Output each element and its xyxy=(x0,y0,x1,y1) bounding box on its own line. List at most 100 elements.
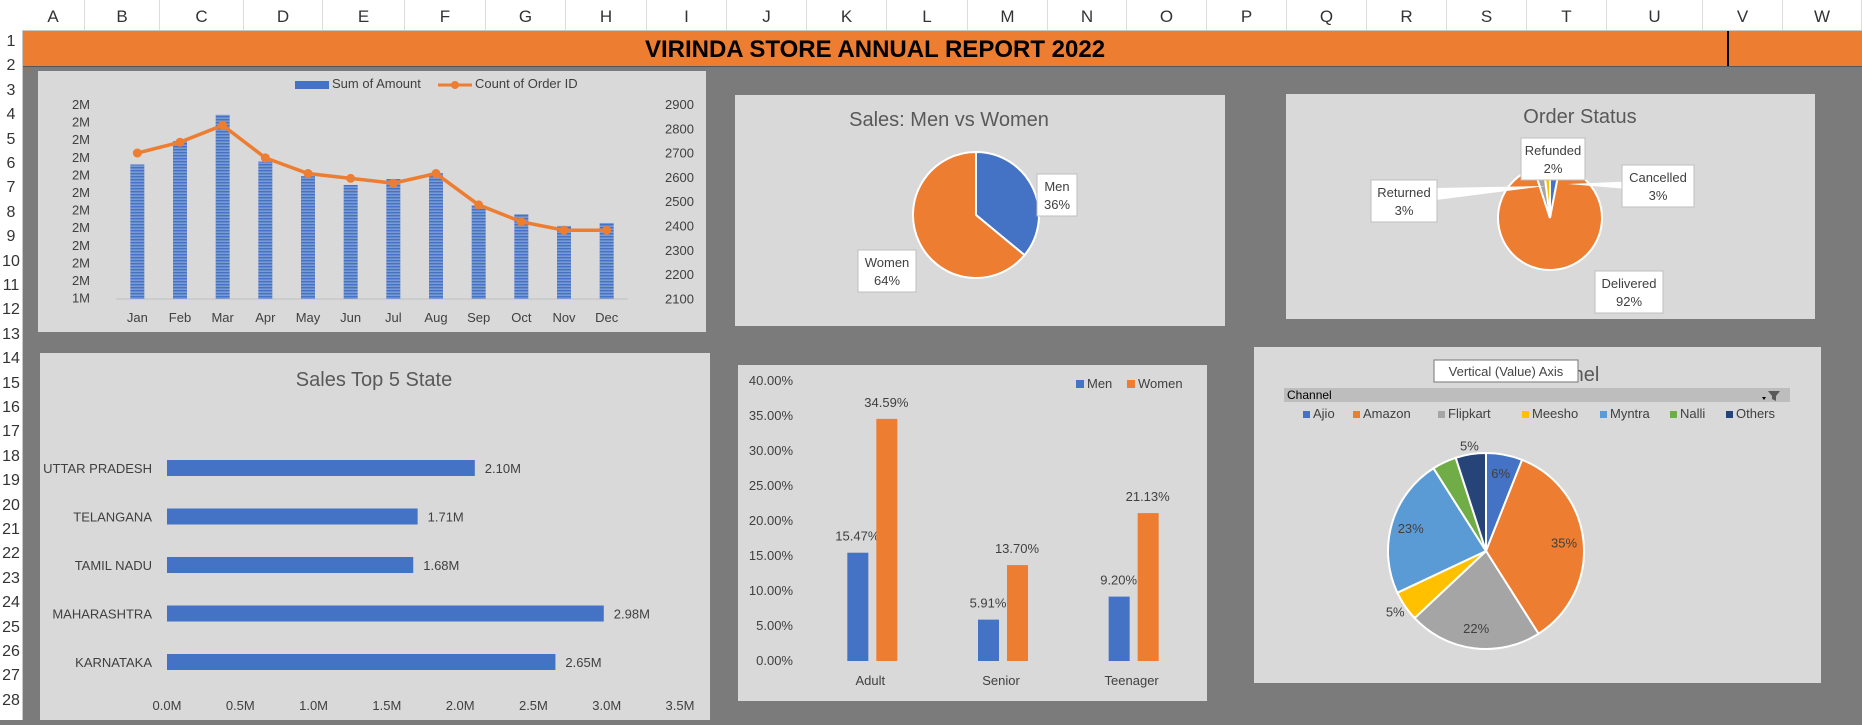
bar-adult-men[interactable] xyxy=(847,552,869,661)
column-header-a[interactable]: A xyxy=(22,0,85,30)
row-header-20[interactable]: 20 xyxy=(2,496,20,514)
column-header-b[interactable]: B xyxy=(85,0,160,30)
orders-point-jun[interactable] xyxy=(346,173,356,183)
column-header-t[interactable]: T xyxy=(1527,0,1607,30)
row-header-15[interactable]: 15 xyxy=(2,374,20,392)
row-header-5[interactable]: 5 xyxy=(6,130,16,148)
row-header-26[interactable]: 26 xyxy=(2,643,20,660)
column-header-r[interactable]: R xyxy=(1367,0,1447,30)
row-header-6[interactable]: 6 xyxy=(6,155,16,172)
orders-point-sep[interactable] xyxy=(474,200,484,210)
pie-slice-flipkart[interactable] xyxy=(1413,549,1540,650)
row-header-9[interactable]: 9 xyxy=(6,228,16,246)
bar-aug[interactable] xyxy=(429,173,443,299)
row-header-25[interactable]: 25 xyxy=(2,618,20,636)
row-header-28[interactable]: 28 xyxy=(2,691,20,709)
state-bar-4[interactable] xyxy=(167,654,556,670)
pie-slice-men[interactable] xyxy=(975,150,1040,257)
row-header-21[interactable]: 21 xyxy=(2,521,20,538)
orders-point-may[interactable] xyxy=(303,169,313,179)
orders-point-oct[interactable] xyxy=(516,217,526,227)
orders-point-jul[interactable] xyxy=(388,178,398,188)
state-bar-0[interactable] xyxy=(167,460,475,476)
row-header-1[interactable]: 1 xyxy=(6,33,16,50)
orders-point-mar[interactable] xyxy=(218,120,228,130)
orders-point-aug[interactable] xyxy=(431,169,441,179)
filter-funnel-icon[interactable] xyxy=(1768,391,1780,401)
row-header-12[interactable]: 12 xyxy=(2,301,20,319)
row-header-3[interactable]: 3 xyxy=(6,81,16,99)
column-header-n[interactable]: N xyxy=(1048,0,1127,30)
row-header-24[interactable]: 24 xyxy=(2,594,20,612)
bar-senior-men[interactable] xyxy=(978,619,999,661)
state-bar-2[interactable] xyxy=(167,557,414,573)
bar-may[interactable] xyxy=(301,176,315,299)
bar-jan[interactable] xyxy=(130,164,145,299)
column-header-k[interactable]: K xyxy=(807,0,887,30)
row-header-14[interactable]: 14 xyxy=(2,350,20,368)
row-header-11[interactable]: 11 xyxy=(2,277,20,294)
row-header-19[interactable]: 19 xyxy=(2,472,20,490)
column-header-g[interactable]: G xyxy=(486,0,566,30)
row-header-17[interactable]: 17 xyxy=(2,423,20,441)
order-status-chart[interactable]: Order Status Refunded 2% Returned 3% Cancelle… xyxy=(1286,94,1815,319)
top-states-chart[interactable]: Sales Top 5 State UTTAR PRADESH 2.10M TELAN… xyxy=(40,353,710,720)
row-header-7[interactable]: 7 xyxy=(6,179,16,197)
column-header-e[interactable]: E xyxy=(323,0,405,30)
column-header-d[interactable]: D xyxy=(244,0,323,30)
pie-slice-women[interactable] xyxy=(912,150,1026,279)
bar-dec[interactable] xyxy=(599,222,614,299)
column-header-v[interactable]: V xyxy=(1703,0,1783,30)
column-header-o[interactable]: O xyxy=(1127,0,1207,30)
row-header-4[interactable]: 4 xyxy=(6,106,16,124)
state-bar-1[interactable] xyxy=(167,508,418,525)
row-header-27[interactable]: 27 xyxy=(2,667,20,685)
age-group-chart[interactable]: 40.00% 35.00% 30.00% 25.00% 20.00% 15.00% 10.0… xyxy=(738,365,1207,701)
pie-slice-amazon[interactable] xyxy=(1484,458,1585,636)
orders-point-dec[interactable] xyxy=(602,225,612,235)
orders-point-jan[interactable] xyxy=(132,148,142,158)
men-women-chart[interactable]: Sales: Men vs Women Men 36% Women 64% xyxy=(735,95,1225,326)
bar-teenager-men[interactable] xyxy=(1108,596,1130,661)
orders-line[interactable] xyxy=(136,123,607,232)
row-header-22[interactable]: 22 xyxy=(2,545,20,563)
channel-filter-bar[interactable] xyxy=(1284,388,1790,402)
pie-slice-delivered[interactable] xyxy=(1497,165,1603,271)
column-header-i[interactable]: I xyxy=(647,0,727,30)
orders-point-feb[interactable] xyxy=(175,137,185,147)
bar-apr[interactable] xyxy=(258,161,273,299)
row-header-18[interactable]: 18 xyxy=(2,447,20,465)
column-header-m[interactable]: M xyxy=(968,0,1048,30)
monthly-sales-chart[interactable]: Sum of Amount Count of Order ID 2M 2M 2M 2M 2M… xyxy=(38,71,706,332)
bar-mar[interactable] xyxy=(215,114,230,299)
bar-jun[interactable] xyxy=(343,184,358,299)
bar-oct[interactable] xyxy=(514,214,529,299)
filter-dropdown-icon[interactable] xyxy=(1762,397,1766,400)
bar-sep[interactable] xyxy=(471,205,486,299)
title-banner[interactable]: VIRINDA STORE ANNUAL REPORT 2022 xyxy=(23,31,1862,67)
column-header-f[interactable]: F xyxy=(405,0,486,30)
row-header-10[interactable]: 10 xyxy=(2,252,20,270)
orders-point-apr[interactable] xyxy=(260,153,270,163)
column-header-j[interactable]: J xyxy=(727,0,807,30)
column-header-p[interactable]: P xyxy=(1207,0,1287,30)
column-header-q[interactable]: Q xyxy=(1287,0,1367,30)
channel-chart[interactable]: nel Channel Vertical (Value) Axis Ajio Amazo… xyxy=(1254,347,1821,683)
bar-adult-women[interactable] xyxy=(876,418,898,661)
column-header-u[interactable]: U xyxy=(1607,0,1703,30)
bar-senior-women[interactable] xyxy=(1007,565,1028,661)
state-bar-3[interactable] xyxy=(167,605,604,622)
row-header-16[interactable]: 16 xyxy=(2,399,20,416)
row-header-23[interactable]: 23 xyxy=(2,569,20,587)
row-header-2[interactable]: 2 xyxy=(6,57,16,75)
orders-point-nov[interactable] xyxy=(559,225,569,235)
pie-slice-myntra[interactable] xyxy=(1387,466,1488,595)
pie-slice-others[interactable] xyxy=(1454,451,1487,552)
bar-nov[interactable] xyxy=(557,225,571,299)
column-header-s[interactable]: S xyxy=(1447,0,1527,30)
column-header-c[interactable]: C xyxy=(160,0,244,30)
row-header-13[interactable]: 13 xyxy=(2,325,20,343)
column-header-w[interactable]: W xyxy=(1783,0,1862,30)
bar-jul[interactable] xyxy=(386,179,401,299)
row-header-8[interactable]: 8 xyxy=(6,203,16,221)
